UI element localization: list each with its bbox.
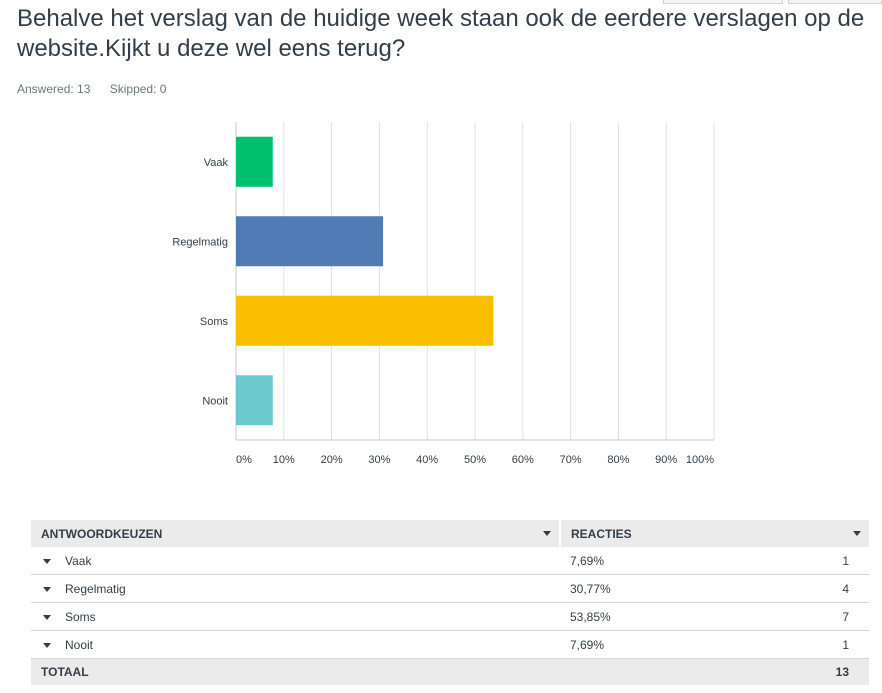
total-label: TOTAAL [31, 658, 560, 685]
sort-choices-icon[interactable] [543, 531, 551, 536]
x-tick-label: 80% [607, 454, 629, 466]
category-label: Nooit [202, 395, 228, 407]
sort-responses-icon[interactable] [853, 531, 861, 536]
header-choices-label: ANTWOORDKEUZEN [41, 526, 163, 541]
expand-row-icon[interactable] [43, 614, 51, 620]
table-row: Regelmatig 30,77% 4 [31, 574, 869, 603]
x-tick-label: 100% [686, 454, 714, 466]
row-percent: 53,85% [560, 602, 741, 631]
bar-nooit [236, 375, 273, 426]
x-tick-label: 30% [368, 454, 390, 466]
row-percent: 7,69% [560, 630, 741, 659]
category-label: Regelmatig [172, 236, 228, 248]
header-responses[interactable]: REACTIES [560, 520, 869, 547]
x-tick-label: 10% [273, 454, 295, 466]
responses-table: ANTWOORDKEUZEN REACTIES Vaak 7,69% 1 Reg… [31, 520, 869, 685]
x-tick-label: 90% [655, 454, 677, 466]
row-count: 1 [740, 547, 869, 575]
expand-row-icon[interactable] [43, 642, 51, 648]
answered-count: Answered: 13 [17, 82, 91, 96]
row-label: Vaak [65, 553, 92, 568]
x-tick-label: 40% [416, 454, 438, 466]
bar-vaak [236, 136, 273, 187]
x-tick-label: 20% [321, 454, 343, 466]
expand-row-icon[interactable] [43, 558, 51, 564]
category-label: Soms [200, 316, 229, 328]
row-percent: 7,69% [560, 547, 741, 575]
total-count: 13 [740, 658, 869, 685]
table-row: Vaak 7,69% 1 [31, 547, 869, 575]
x-tick-label: 50% [464, 454, 486, 466]
header-responses-label: REACTIES [571, 526, 632, 541]
skipped-count: Skipped: 0 [109, 82, 167, 96]
top-tab-1[interactable] [663, 0, 783, 4]
bar-soms [236, 295, 494, 346]
bar-chart: Vaak Regelmatig Soms Nooit 0% 10% 20% 30% 40% 50%… [172, 122, 715, 466]
row-label: Nooit [65, 637, 94, 652]
x-tick-label: 70% [560, 454, 582, 466]
response-stats: Answered: 13 Skipped: 0 [17, 82, 182, 96]
row-count: 1 [740, 630, 869, 659]
row-count: 4 [740, 574, 869, 603]
total-row: TOTAAL 13 [31, 658, 869, 685]
x-tick-label: 0% [236, 454, 252, 466]
row-count: 7 [740, 602, 869, 631]
x-tick-label: 60% [512, 454, 534, 466]
category-label: Vaak [204, 157, 229, 169]
header-choices[interactable]: ANTWOORDKEUZEN [31, 520, 561, 547]
row-label: Regelmatig [65, 581, 126, 596]
row-label: Soms [65, 609, 96, 624]
table-row: Nooit 7,69% 1 [31, 630, 869, 659]
bar-regelmatig [236, 216, 384, 267]
expand-row-icon[interactable] [43, 586, 51, 592]
row-percent: 30,77% [560, 574, 741, 603]
question-title: Behalve het verslag van de huidige week … [17, 5, 865, 62]
table-row: Soms 53,85% 7 [31, 602, 869, 631]
